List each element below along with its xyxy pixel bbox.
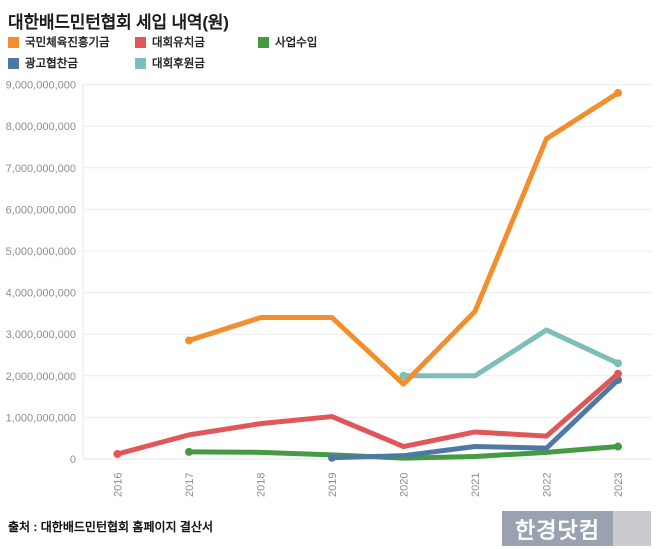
legend-item: 광고협찬금 [8,55,135,71]
source-caption: 출처 : 대한배드민턴협회 홈페이지 결산서 [8,520,214,534]
legend-label: 국민체육진흥기금 [25,37,110,49]
legend-label: 광고협찬금 [25,58,78,70]
data-point-dot [185,336,193,345]
x-axis-tick-label: 2016 [113,473,125,497]
y-axis-tick-label: 7,000,000,000 [6,163,76,175]
x-axis-tick-label: 2022 [542,473,554,497]
legend-label: 대회후원금 [152,58,205,70]
x-axis-tick-label: 2019 [327,473,339,497]
legend-label: 사업수입 [275,37,318,49]
data-point-dot [614,359,622,368]
data-point-dot [614,88,622,97]
data-point-dot [328,453,336,462]
x-axis-tick-label: 2020 [399,473,411,497]
y-axis-tick-label: 6,000,000,000 [6,204,76,216]
x-axis-tick-label: 2018 [256,473,268,497]
legend-label: 대회유치금 [152,37,205,49]
legend-swatch [8,36,19,48]
legend-item: 사업수입 [258,34,388,50]
legend-swatch [135,36,146,48]
legend-swatch [8,57,19,69]
data-point-dot [185,447,193,456]
y-axis-tick-label: 3,000,000,000 [6,329,76,341]
y-axis-tick-label: 8,000,000,000 [6,121,76,133]
hankyung-logo-accent-block [613,511,651,546]
series-line [186,90,621,387]
x-axis-tick-label: 2017 [184,473,196,497]
y-axis-tick-label: 1,000,000,000 [6,412,76,424]
series-line [329,377,621,461]
series-line [401,327,621,379]
x-axis-tick-label: 2021 [470,473,482,497]
y-axis-tick-label: 2,000,000,000 [6,371,76,383]
data-point-dot [113,450,122,459]
y-axis-tick-label: 9,000,000,000 [6,80,76,92]
legend-item: 대회후원금 [135,55,258,71]
series-line [115,371,621,457]
data-point-dot [614,369,622,378]
legend-swatch [135,57,146,69]
y-axis-tick-label: 0 [70,454,76,466]
legend-item: 국민체육진흥기금 [8,34,135,50]
data-point-dot [399,371,408,380]
y-axis-tick-label: 4,000,000,000 [6,288,76,300]
chart-title: 대한배드민턴협회 세입 내역(원) [8,13,229,32]
data-point-dot [614,442,622,451]
y-axis-tick-label: 5,000,000,000 [6,246,76,258]
legend-swatch [258,36,269,48]
x-axis-tick-label: 2023 [613,473,625,497]
hankyung-logo-text: 한경닷컴 [502,511,613,546]
hankyung-logo: 한경닷컴 [502,511,651,546]
legend-item: 대회유치금 [135,34,258,50]
